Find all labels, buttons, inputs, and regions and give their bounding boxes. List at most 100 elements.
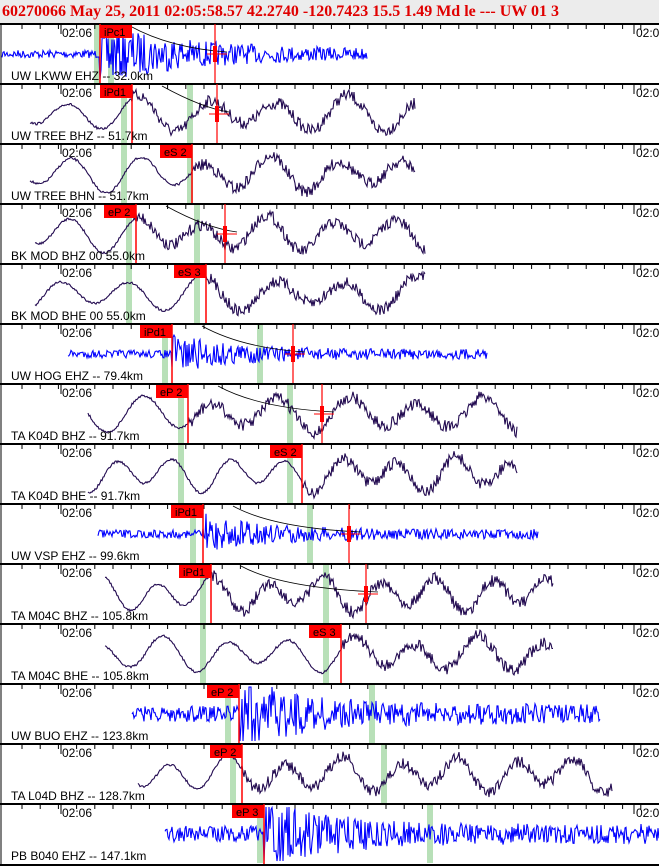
- time-tick-label: 02:0: [636, 386, 659, 400]
- time-tick-label: 02:06: [62, 206, 92, 220]
- predicted-phase-marker: [194, 204, 200, 263]
- predicted-phase-marker: [287, 444, 293, 503]
- trace-2: 02:06 02:0 iPd1 UW TREE BHZ -- 51.7km: [0, 83, 659, 144]
- station-label: TA L04D BHZ -- 128.7km: [11, 789, 145, 803]
- phase-pick-flag[interactable]: [100, 25, 132, 38]
- phase-pick-label[interactable]: eP 2: [160, 387, 182, 399]
- station-label: TA K04D BHE -- 91.7km: [11, 489, 140, 503]
- time-tick-label: 02:0: [636, 266, 659, 280]
- waveform: [67, 333, 488, 369]
- predicted-phase-marker: [194, 264, 200, 323]
- predicted-phase-marker: [230, 744, 236, 803]
- station-label: UW LKWW EHZ -- 32.0km: [11, 69, 153, 83]
- predicted-phase-marker: [369, 684, 375, 743]
- time-tick-label: 02:0: [636, 626, 659, 640]
- time-tick-label: 02:06: [62, 146, 92, 160]
- station-label: TA M04C BHE -- 105.8km: [11, 669, 149, 683]
- predicted-phase-marker: [126, 264, 132, 323]
- time-tick-label: 02:06: [62, 626, 92, 640]
- phase-pick-flag[interactable]: [210, 745, 242, 758]
- trace-7: 02:06 02:0 eP 2 TA K04D BHZ -- 91.7km: [0, 383, 659, 444]
- phase-pick-label[interactable]: eS 3: [178, 267, 201, 279]
- predicted-phase-marker: [200, 624, 206, 683]
- phase-pick-label[interactable]: eP 2: [214, 747, 236, 759]
- trace-11: 02:06 02:0 eS 3 TA M04C BHE -- 105.8km: [0, 623, 659, 684]
- waveform: [34, 209, 426, 255]
- predicted-phase-marker: [381, 744, 387, 803]
- phase-pick-label[interactable]: iPd1: [144, 327, 166, 339]
- time-tick-label: 02:06: [62, 326, 92, 340]
- predicted-phase-marker: [126, 204, 132, 263]
- predicted-phase-marker: [190, 504, 196, 563]
- phase-pick-label[interactable]: eP 3: [236, 807, 258, 819]
- phase-pick-flag[interactable]: [171, 505, 203, 518]
- time-tick-label: 02:0: [636, 686, 659, 700]
- predicted-phase-marker: [307, 504, 313, 563]
- phase-pick-flag[interactable]: [309, 625, 341, 638]
- time-tick-label: 02:0: [636, 566, 659, 580]
- phase-pick-flag[interactable]: [156, 385, 188, 398]
- trace-3: 02:06 02:0 eS 2 UW TREE BHN -- 51.7km: [0, 143, 659, 204]
- phase-pick-label[interactable]: iPd1: [104, 87, 126, 99]
- phase-pick-flag[interactable]: [207, 685, 239, 698]
- trace-8: 02:06 02:0 eS 2 TA K04D BHE -- 91.7km: [0, 443, 659, 504]
- trace-4: 02:06 02:0 eP 2 BK MOD BHZ 00 55.0km: [0, 203, 659, 264]
- predicted-phase-marker: [121, 84, 127, 143]
- phase-pick-label[interactable]: iPd1: [175, 507, 197, 519]
- station-label: TA K04D BHZ -- 91.7km: [11, 429, 139, 443]
- waveform: [137, 751, 613, 798]
- phase-pick-label[interactable]: eP 2: [211, 687, 233, 699]
- time-tick-label: 02:06: [62, 386, 92, 400]
- station-label: TA M04C BHZ -- 105.8km: [11, 609, 148, 623]
- station-label: UW TREE BHN -- 51.7km: [11, 189, 149, 203]
- phase-pick-label[interactable]: eP 2: [108, 207, 130, 219]
- time-tick-label: 02:06: [62, 806, 92, 820]
- phase-pick-flag[interactable]: [100, 85, 132, 98]
- predicted-phase-marker: [187, 84, 193, 143]
- phase-pick-flag[interactable]: [270, 445, 302, 458]
- waveform: [104, 570, 554, 620]
- coda-fit-curve: [161, 85, 230, 113]
- phase-pick-label[interactable]: iPd1: [183, 567, 205, 579]
- predicted-phase-marker: [200, 564, 206, 623]
- coda-fit-curve: [232, 505, 362, 533]
- time-tick-label: 02:0: [636, 446, 659, 460]
- time-tick-label: 02:0: [636, 326, 659, 340]
- trace-12: 02:06 02:0 eP 2 UW BUO EHZ -- 123.8km: [0, 683, 659, 744]
- predicted-phase-marker: [178, 384, 184, 443]
- waveform: [1, 24, 368, 80]
- waveform: [87, 391, 518, 441]
- trace-14: 02:06 02:0 eP 3 PB B040 EHZ -- 147.1km: [0, 803, 659, 864]
- phase-pick-flag[interactable]: [104, 205, 136, 218]
- event-header: 60270066 May 25, 2011 02:05:58.57 42.274…: [0, 0, 659, 23]
- waveform: [29, 152, 416, 197]
- waveform: [97, 513, 539, 550]
- waveform: [131, 686, 601, 742]
- trace-10: 02:06 02:0 iPd1 TA M04C BHZ -- 105.8km: [0, 563, 659, 624]
- time-tick-label: 02:06: [62, 446, 92, 460]
- time-tick-label: 02:0: [636, 506, 659, 520]
- phase-pick-flag[interactable]: [174, 265, 206, 278]
- phase-pick-label[interactable]: eS 2: [164, 147, 187, 159]
- station-label: UW VSP EHZ -- 99.6km: [11, 549, 139, 563]
- time-tick-label: 02:06: [62, 86, 92, 100]
- predicted-phase-marker: [187, 144, 193, 203]
- phase-pick-flag[interactable]: [232, 805, 264, 818]
- station-label: UW TREE BHZ -- 51.7km: [11, 129, 147, 143]
- trace-1: 02:06 02:0 iPc1 UW LKWW EHZ -- 32.0km: [0, 23, 659, 84]
- waveform: [29, 87, 416, 137]
- phase-pick-flag[interactable]: [179, 565, 211, 578]
- time-tick-label: 02:0: [636, 146, 659, 160]
- time-tick-label: 02:0: [636, 806, 659, 820]
- time-tick-label: 02:0: [636, 746, 659, 760]
- predicted-phase-marker: [94, 24, 100, 83]
- phase-pick-label[interactable]: eS 2: [274, 447, 297, 459]
- waveform: [164, 805, 659, 862]
- phase-pick-flag[interactable]: [140, 325, 172, 338]
- phase-pick-label[interactable]: iPc1: [104, 27, 125, 39]
- phase-pick-label[interactable]: eS 3: [313, 627, 336, 639]
- phase-pick-flag[interactable]: [160, 145, 192, 158]
- time-tick-label: 02:06: [62, 506, 92, 520]
- coda-fit-curve: [217, 385, 335, 413]
